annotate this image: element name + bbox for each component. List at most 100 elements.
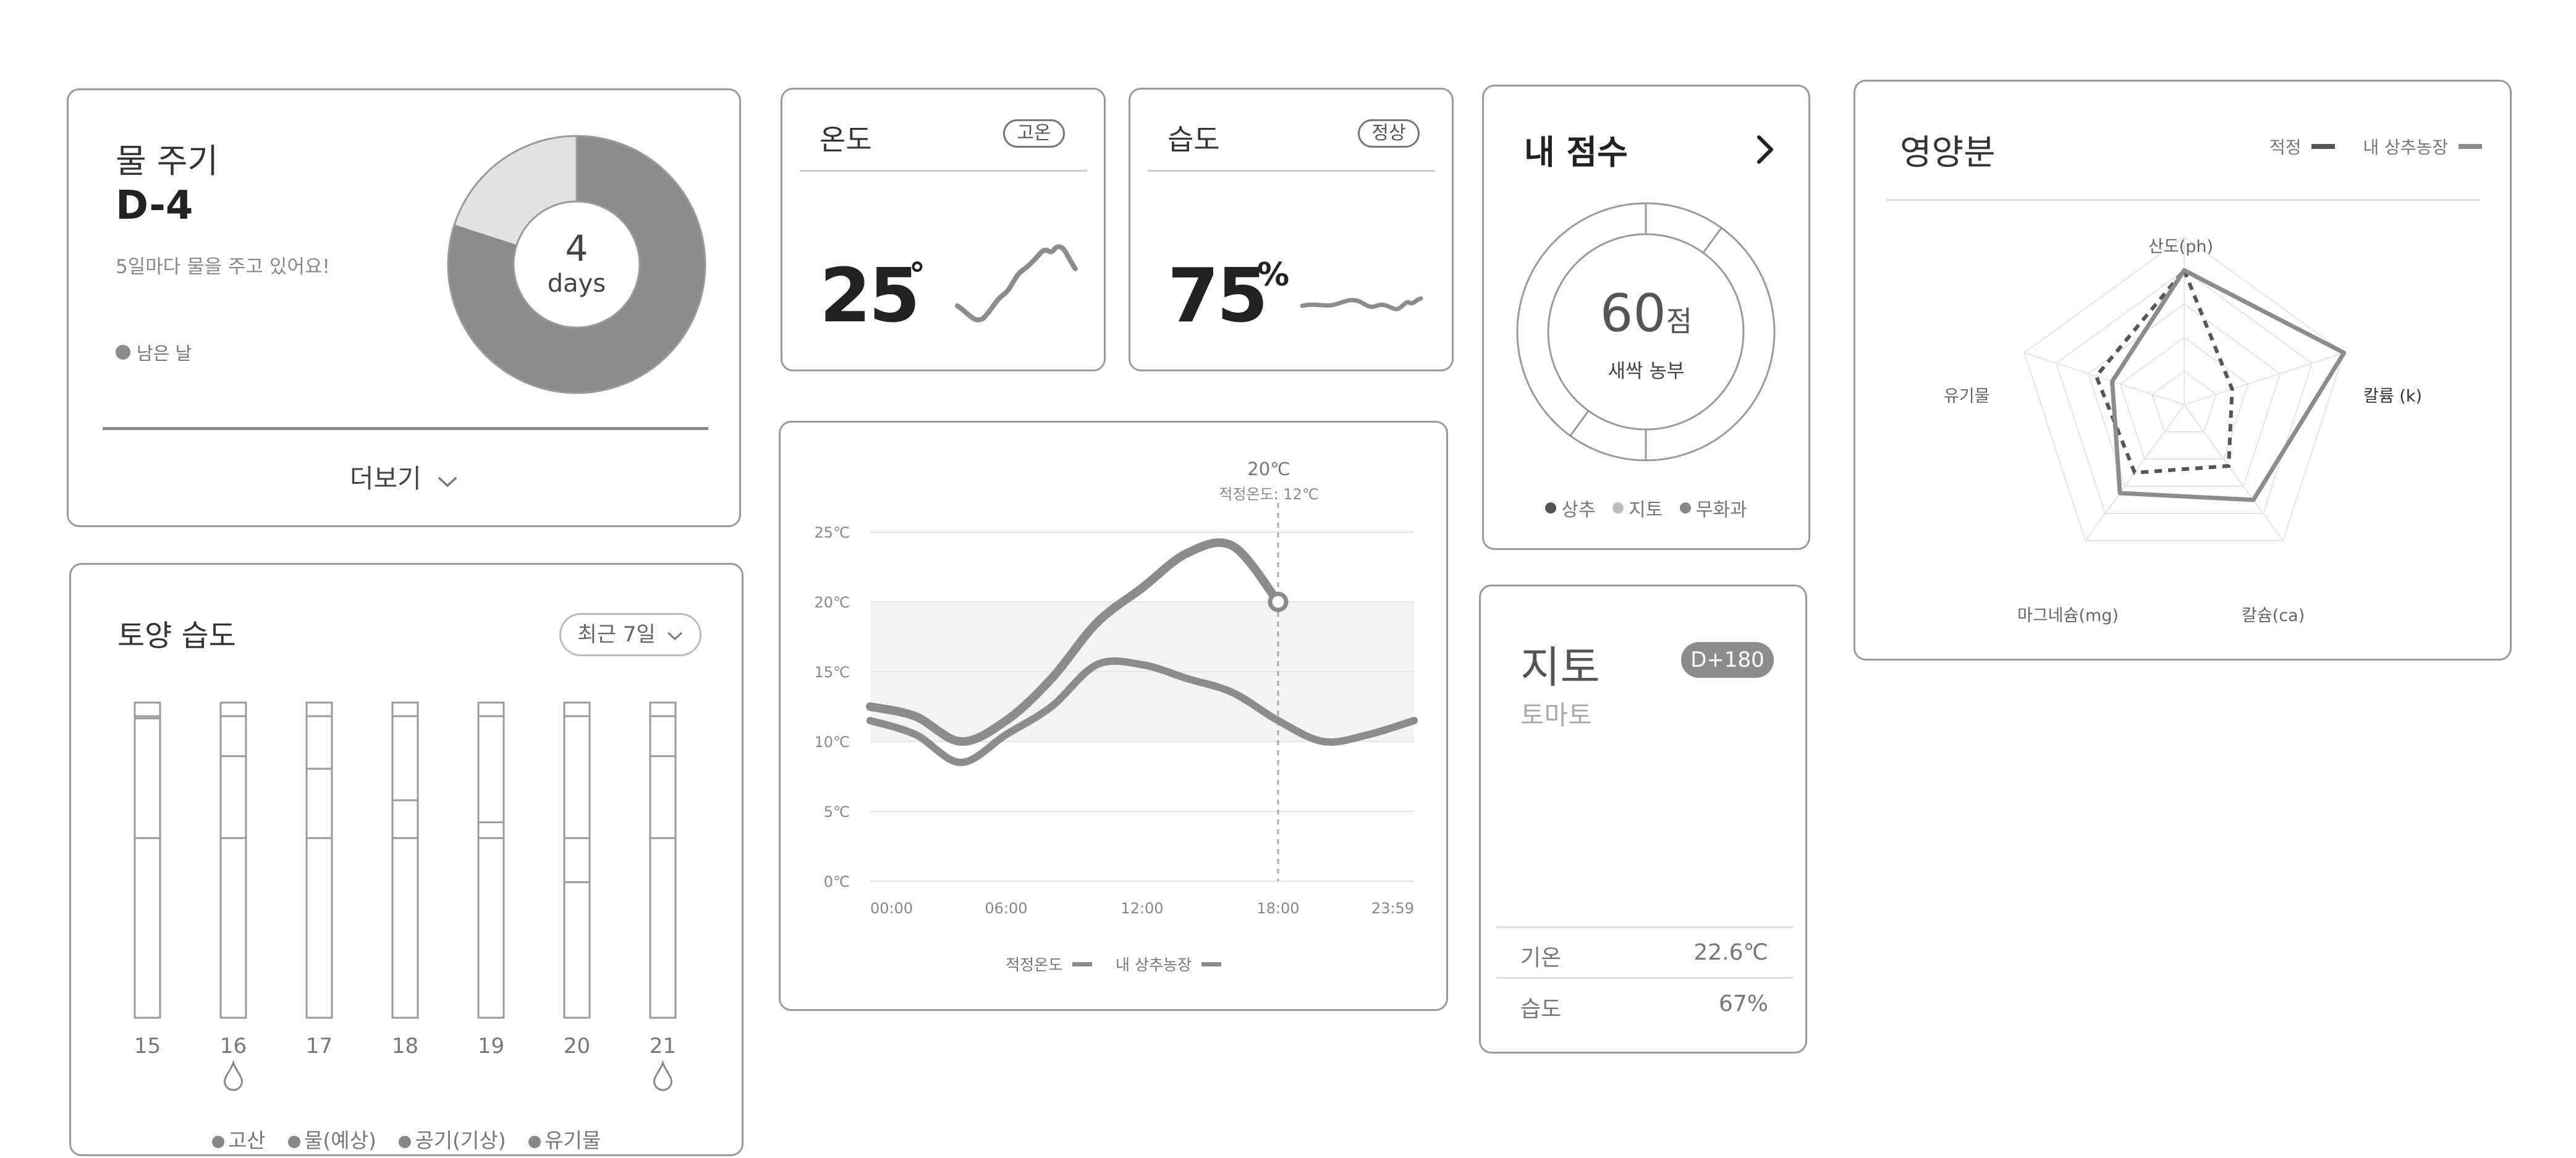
legend-item: 유기물: [544, 1128, 601, 1152]
radar-series-optimal: [2094, 266, 2234, 475]
y-tick-label: 5℃: [824, 803, 850, 821]
day-label: 21: [650, 1034, 676, 1059]
more-label: 더보기: [349, 463, 422, 494]
legend-dot-icon: [1679, 502, 1691, 513]
series-line-farm: [866, 657, 1418, 766]
temperature-card: 온도 고온 25 °: [781, 88, 1106, 371]
chart-legend: 적정온도 내 상추농장: [781, 953, 1446, 975]
x-tick-label: 12:00: [1121, 900, 1163, 917]
humidity-title: 습도: [1167, 123, 1220, 156]
radar-axis-label: 칼슘(ca): [2242, 606, 2305, 625]
donut-center-unit: days: [547, 269, 606, 298]
legend-swatch: [2458, 144, 2482, 149]
water-drop-icon: [223, 1060, 244, 1091]
nutrient-divider: [1886, 199, 2480, 201]
water-legend: 남은 날: [116, 339, 192, 365]
radar-grid-ring: [2087, 303, 2281, 488]
score-value: 60점: [1484, 283, 1808, 344]
day-label: 19: [478, 1034, 504, 1059]
nutrient-card: 영양분 적정 내 상추농장 산도(ph) 칼륨 (k) 칼슘(ca) 마그네슘(…: [1854, 80, 2512, 661]
score-legend: 상추 지토 무화과: [1484, 494, 1808, 522]
water-cycle-card: 물 주기 D-4 5일마다 물을 주고 있어요! 남은 날 4 days 더보기: [67, 88, 741, 527]
y-tick-label: 15℃: [815, 664, 850, 681]
crop-stat-label: 습도: [1520, 997, 1562, 1022]
radar-axis-label: 유기물: [1944, 387, 1990, 406]
soil-bar: [219, 701, 247, 1019]
water-drop-icon: [653, 1060, 673, 1091]
highlight-point: [1268, 591, 1289, 612]
series-line-optimal: [866, 538, 1282, 746]
legend-dot-icon: [211, 1135, 224, 1148]
legend-dot-icon: [399, 1135, 412, 1148]
legend-swatch: [1201, 961, 1221, 966]
crop-variety: 토마토: [1520, 700, 1592, 730]
temperature-line-chart: 25℃ 20℃ 15℃ 10℃ 5℃ 0℃ 00:00 06:00 12:00 18:00 23:5…: [815, 503, 1418, 917]
nutrient-title: 영양분: [1900, 133, 1996, 173]
radar-spoke: [2184, 404, 2284, 541]
x-tick-label: 06:00: [985, 900, 1027, 917]
crop-divider-top: [1496, 926, 1793, 928]
legend-item: 무화과: [1695, 499, 1747, 521]
crop-name: 지토: [1520, 642, 1600, 693]
humidity-status-badge: 정상: [1358, 119, 1420, 148]
radar-spoke: [2024, 352, 2185, 405]
legend-item: 지토: [1629, 499, 1663, 521]
temperature-divider: [800, 170, 1087, 172]
temperature-title: 온도: [820, 123, 872, 156]
soil-bar: [391, 701, 419, 1019]
legend-item: 내 상추농장: [1116, 956, 1192, 974]
soil-moisture-card: 토양 습도 최근 7일 15 16 17 18 19 20 21 고산 물(예상) 공기(기…: [69, 563, 744, 1156]
radar-grid-ring: [2119, 336, 2249, 460]
radar-grid-ring: [2055, 269, 2313, 515]
radar-spoke: [2184, 352, 2344, 405]
humidity-sparkline: [1300, 296, 1423, 311]
crop-stat-value: 67%: [1718, 991, 1768, 1016]
soil-bar: [649, 701, 677, 1019]
radar-series-farm: [2110, 268, 2347, 502]
soil-bar: [477, 701, 505, 1019]
humidity-unit: %: [1257, 256, 1290, 294]
humidity-divider: [1148, 170, 1435, 172]
crop-stat-value: 22.6℃: [1693, 940, 1768, 965]
legend-item: 적정: [2269, 137, 2302, 158]
radar-grid-ring: [2023, 235, 2345, 542]
more-button[interactable]: 더보기: [69, 458, 739, 496]
humidity-value: 75: [1167, 253, 1268, 339]
legend-dot-icon: [1545, 502, 1557, 513]
legend-swatch: [1072, 961, 1093, 966]
soil-bar: [563, 701, 591, 1019]
legend-item: 물(예상): [304, 1128, 376, 1152]
legend-dot-icon: [528, 1135, 541, 1148]
legend-item: 공기(기상): [415, 1128, 506, 1152]
x-tick-label: 00:00: [870, 900, 913, 917]
score-unit: 점: [1666, 305, 1693, 338]
day-label: 17: [306, 1034, 333, 1059]
y-tick-label: 20℃: [815, 594, 850, 611]
soil-period-dropdown[interactable]: 최근 7일: [559, 613, 701, 656]
water-legend-label: 남은 날: [137, 343, 192, 364]
nutrient-radar-chart: [2023, 235, 2347, 542]
y-tick-label: 25℃: [815, 524, 850, 541]
nutrient-legend: 적정 내 상추농장: [2269, 134, 2482, 159]
day-label: 16: [220, 1034, 247, 1059]
radar-axis-label: 칼륨 (k): [2363, 387, 2422, 406]
soil-legend: 고산 물(예상) 공기(기상) 유기물: [71, 1124, 742, 1154]
period-label: 최근 7일: [577, 622, 656, 647]
radar-axis-label: 산도(ph): [2148, 237, 2213, 256]
day-label: 15: [134, 1034, 161, 1059]
x-tick-label: 18:00: [1256, 900, 1299, 917]
legend-item: 내 상추농장: [2363, 137, 2449, 158]
score-grade: 새싹 농부: [1608, 360, 1685, 382]
legend-item: 상추: [1561, 499, 1596, 521]
x-tick-label: 23:59: [1371, 900, 1414, 917]
legend-dot-icon: [116, 345, 130, 360]
temperature-value: 25: [820, 253, 920, 339]
chevron-right-icon[interactable]: [1484, 87, 1812, 552]
legend-item: 고산: [227, 1128, 266, 1152]
water-dday: D-4: [116, 183, 193, 229]
chart-tooltip-value: 20℃: [1247, 459, 1290, 480]
y-tick-label: 10℃: [815, 733, 850, 751]
score-number: 60: [1599, 283, 1666, 344]
soil-title: 토양 습도: [117, 619, 236, 653]
soil-moisture-bars: 15 16 17 18 19 20 21: [133, 701, 677, 1091]
